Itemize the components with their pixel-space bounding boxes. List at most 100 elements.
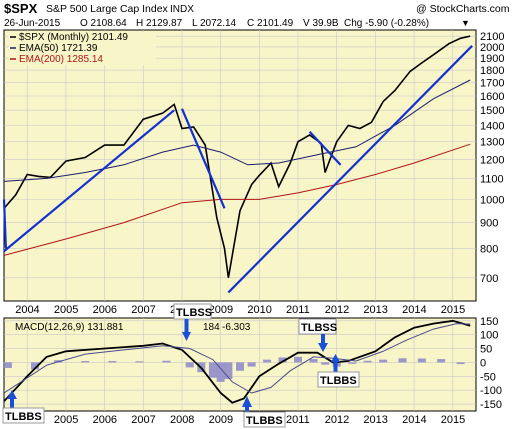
price-y-ticks: 700 800 900 1000 1100 1200 1300 1400 1500 1600170…: [480, 31, 504, 285]
price-y-tick-label: 900: [480, 218, 498, 230]
macd-y-tick-label: 100: [480, 330, 498, 342]
price-series-line: [3, 35, 471, 278]
macd-x-tick-label: 2009: [209, 414, 233, 426]
macd-histogram-bar: [236, 362, 244, 371]
annotation-tlbbs-2012: TLBBS: [317, 354, 360, 388]
price-x-tick-label: 2012: [325, 304, 349, 316]
price-y-tick-label: 1800: [480, 65, 504, 77]
price-x-tick-label: 2015: [441, 304, 465, 316]
price-y-tick-label: 1600: [480, 91, 504, 103]
price-y-tick-label: 1500: [480, 105, 504, 117]
price-y-tick-label: 1200: [480, 154, 504, 166]
macd-histogram-bar: [456, 362, 465, 365]
price-x-ticks: 2004200520062007200820092010201120122013…: [15, 304, 465, 316]
price-y-tick-label: 1300: [480, 137, 504, 149]
volume: V 39.9B: [303, 18, 339, 29]
price-x-tick-label: 2014: [402, 304, 426, 316]
svg-text:TLBBS: TLBBS: [5, 411, 42, 423]
price-y-tick-label: 1400: [480, 120, 504, 132]
svg-text:TLBBS: TLBBS: [320, 375, 357, 387]
macd-x-tick-label: 2013: [363, 414, 387, 426]
macd-y-tick-label: 50: [480, 344, 492, 356]
macd-y-tick-label: 0: [480, 357, 486, 369]
price-panel: [3, 29, 477, 302]
macd-x-tick-label: 2007: [131, 414, 155, 426]
macd-x-tick-label: 2012: [325, 414, 349, 426]
trendline: [180, 108, 226, 209]
macd-histogram-bar: [3, 362, 12, 368]
price-y-tick-label: 700: [480, 273, 498, 285]
macd-histogram-bar: [417, 358, 426, 363]
change: Chg -5.90 (-0.28%): [344, 18, 429, 29]
price-y-tick-label: 800: [480, 243, 498, 255]
index-name: S&P 500 Large Cap Index: [46, 3, 169, 15]
trendline: [227, 45, 473, 294]
macd-histogram-bar: [294, 356, 303, 363]
macd-histogram-bar: [247, 362, 256, 367]
macd-histogram-bar: [398, 358, 407, 363]
trendline: [2, 199, 8, 249]
svg-text:TLBSS: TLBSS: [176, 307, 212, 319]
arrow-up-icon: [242, 396, 252, 407]
macd-legend-hist: -6.303: [222, 322, 251, 333]
legend-ema200: EMA(200) 1285.14: [19, 54, 103, 65]
price-y-tick-label: 1000: [480, 194, 504, 206]
price-y-tick-label: 1700: [480, 78, 504, 90]
macd-histogram-bar: [30, 362, 39, 370]
macd-y-ticks: 150 100 500 -50 -100 -150: [480, 316, 502, 411]
macd-legend-main: MACD(12,26,9) 131.881: [15, 322, 124, 333]
macd-grid: [4, 318, 476, 411]
trendlines: [2, 45, 473, 294]
high: H 2129.87: [136, 18, 183, 29]
ema200-series-line: [3, 143, 471, 256]
annotation-tlbss-2011: TLBSS: [298, 318, 337, 352]
open: O 2108.64: [80, 18, 127, 29]
macd-x-tick-label: 2015: [441, 414, 465, 426]
price-x-tick-label: 2013: [363, 304, 387, 316]
price-x-tick-label: 2006: [93, 304, 117, 316]
macd-histogram-bar: [108, 361, 117, 363]
macd-y-tick-label: -50: [480, 371, 496, 383]
arrow-down-icon: [182, 332, 191, 341]
legend-ema50: EMA(50) 1721.39: [19, 43, 98, 54]
watermark: @ StockCharts.com: [416, 3, 510, 15]
macd-legend: MACD(12,26,9) 131.881: [15, 322, 124, 333]
macd-histogram-bar: [363, 360, 372, 363]
price-y-tick-label: 2100: [480, 31, 504, 43]
macd-histogram-bar: [379, 359, 388, 363]
macd-y-tick-label: -100: [480, 385, 502, 397]
macd-histogram-bar: [185, 362, 194, 368]
price-lines: [3, 35, 471, 278]
price-x-tick-label: 2011: [286, 304, 310, 316]
macd-y-tick-label: 150: [480, 316, 498, 328]
macd-lines: [3, 319, 471, 404]
price-x-tick-label: 2004: [15, 304, 39, 316]
price-legend: $SPX (Monthly) 2101.49 EMA(50) 1721.39 E…: [8, 32, 156, 65]
signal-series-line: [3, 323, 471, 394]
macd-x-tick-label: 2006: [93, 414, 117, 426]
svg-text:TLBBS: TLBBS: [246, 415, 283, 427]
annotation-tlbss-2008: TLBSS: [173, 303, 212, 341]
annotation-tlbbs-2009: TLBBS: [242, 396, 286, 428]
macd-y-tick-label: -150: [480, 399, 502, 411]
low: L 2072.14: [192, 18, 237, 29]
date: 26-Jun-2015: [4, 18, 61, 29]
macd-histogram-bar: [348, 362, 357, 364]
svg-text:TLBSS: TLBSS: [301, 322, 337, 334]
macd-histogram-bar: [309, 359, 318, 363]
trendline: [3, 109, 175, 253]
macd-histogram-bar: [135, 361, 144, 363]
arrow-up-icon: [7, 390, 17, 399]
macd-histogram-bar: [54, 360, 63, 363]
trendline: [308, 130, 342, 166]
macd-x-ticks: 2004200520062007200820092010201120122013…: [15, 414, 465, 426]
macd-x-tick-label: 2011: [286, 414, 310, 426]
price-y-tick-label: 1100: [480, 173, 504, 185]
macd-histogram-bar: [224, 362, 233, 380]
macd-histogram-bar: [81, 361, 90, 363]
arrow-up-icon: [331, 354, 340, 362]
price-x-tick-label: 2005: [54, 304, 78, 316]
macd-x-tick-label: 2005: [54, 414, 78, 426]
exchange: INDX: [170, 4, 194, 15]
